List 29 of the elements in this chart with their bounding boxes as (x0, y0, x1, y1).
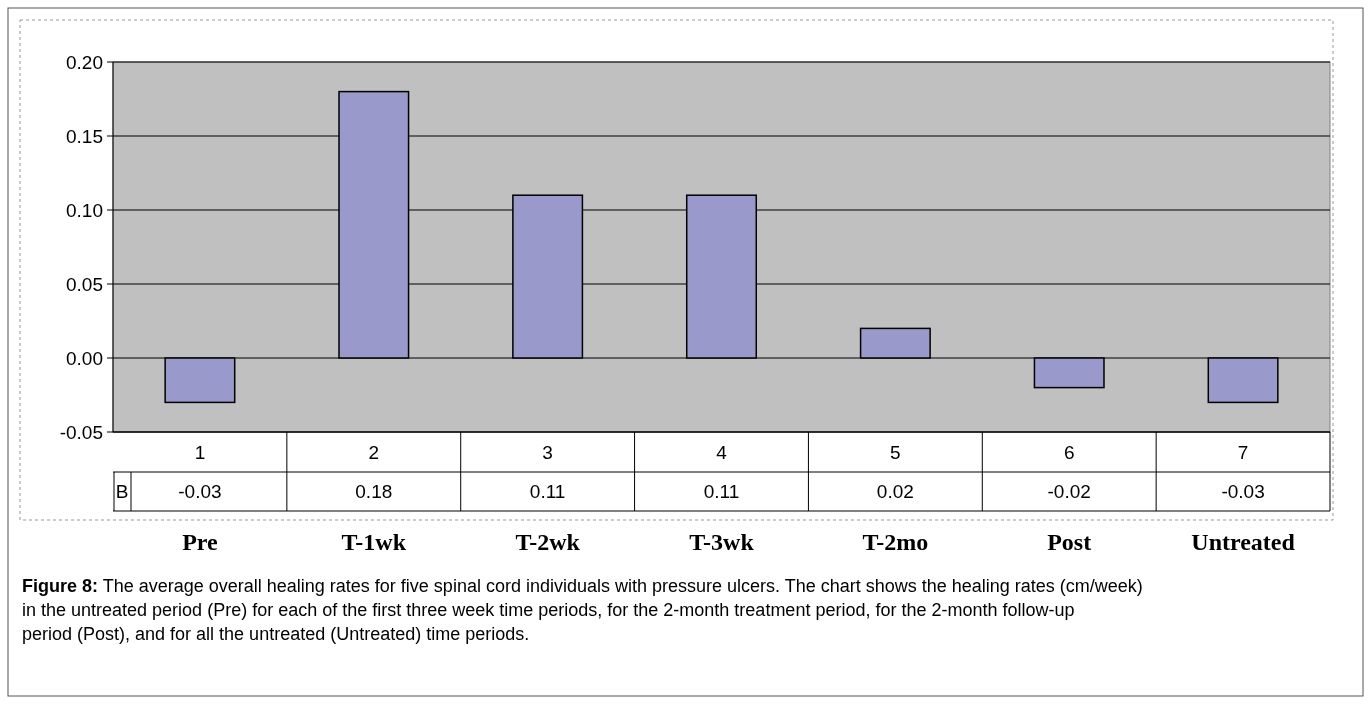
x-tick-label: Pre (182, 529, 219, 555)
y-tick-label: 0.20 (66, 51, 103, 73)
x-tick-label: T-1wk (341, 529, 407, 555)
x-tick-label: Post (1047, 529, 1092, 555)
x-tick-label: Untreated (1191, 529, 1296, 555)
y-tick-label: 0.05 (66, 273, 103, 295)
caption: Figure 8: The average overall healing rates for five spinal cord individuals with pressure ulcers. The chart shows the healing rates (cm/week) in the untreated period (Pre) for each of the first three week time periods, for the 2-month treatment period, for the 2-month follow-up period (Post), and for all the untreated (Untreated) time periods. (22, 576, 1143, 644)
data-label: -0.03 (178, 481, 222, 503)
x-tick-label: T-3wk (689, 529, 755, 555)
data-label: 0.02 (876, 481, 914, 503)
text: 5 (890, 441, 901, 463)
data-label: -0.02 (1047, 481, 1091, 503)
text: 4 (716, 441, 728, 463)
y-tick-label: 0.10 (66, 199, 103, 221)
x-tick-label: T-2wk (515, 529, 581, 555)
text: 2 (368, 441, 380, 463)
text: 7 (1237, 441, 1249, 463)
y-tick-label: 0.15 (66, 125, 103, 147)
data-label: 0.11 (703, 481, 740, 503)
y-tick-label: 0.00 (66, 347, 103, 369)
legend-label: B (115, 481, 129, 503)
x-tick-label: T-2mo (862, 529, 929, 555)
data-label: -0.03 (1221, 481, 1265, 503)
text: 1 (194, 441, 206, 463)
text: 6 (1063, 441, 1075, 463)
data-label: 0.18 (355, 481, 393, 503)
y-tick-label: -0.05 (59, 421, 103, 443)
data-label: 0.11 (529, 481, 566, 503)
text: 3 (542, 441, 553, 463)
